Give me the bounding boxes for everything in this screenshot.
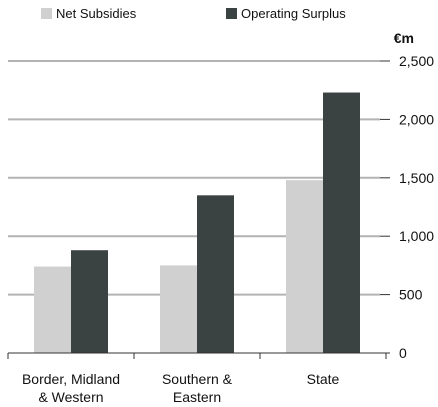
y-axis-unit-label: €m (393, 30, 414, 46)
x-tick-label-1-1: Eastern (173, 389, 221, 405)
legend-swatch-net-subsidies (41, 8, 52, 19)
x-tick-label-0-0: Border, Midland (22, 371, 120, 387)
y-tick-label-1000: 1,000 (399, 228, 434, 244)
x-tick-label-2-0: State (307, 371, 340, 387)
bar-net-subsidies-1 (160, 265, 197, 353)
chart-legend: Net Subsidies Operating Surplus (0, 6, 438, 26)
legend-label-operating-surplus: Operating Surplus (241, 6, 346, 21)
y-tick-label-1500: 1,500 (399, 170, 434, 186)
legend-swatch-operating-surplus (226, 8, 237, 19)
bar-operating-surplus-1 (197, 195, 234, 353)
bar-operating-surplus-0 (71, 250, 108, 353)
y-tick-label-500: 500 (399, 287, 423, 303)
y-tick-label-2000: 2,000 (399, 111, 434, 127)
y-tick-label-0: 0 (399, 345, 407, 361)
legend-item-net-subsidies: Net Subsidies (41, 6, 136, 21)
y-tick-label-2500: 2,500 (399, 53, 434, 69)
bar-net-subsidies-2 (286, 180, 323, 353)
bar-net-subsidies-0 (34, 266, 71, 353)
bar-operating-surplus-2 (323, 92, 360, 353)
x-tick-label-0-1: & Western (38, 389, 103, 405)
legend-item-operating-surplus: Operating Surplus (226, 6, 346, 21)
x-tick-label-1-0: Southern & (162, 371, 233, 387)
legend-label-net-subsidies: Net Subsidies (56, 6, 137, 21)
